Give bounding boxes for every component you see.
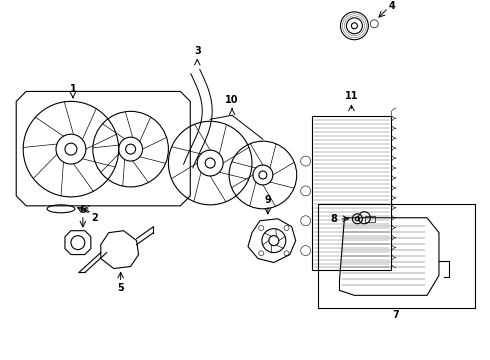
Text: 3: 3 bbox=[194, 46, 200, 56]
Bar bbox=[318, 204, 475, 308]
Bar bbox=[312, 116, 391, 270]
Text: 2: 2 bbox=[92, 213, 98, 223]
Text: 4: 4 bbox=[389, 1, 395, 11]
Text: 9: 9 bbox=[265, 195, 271, 205]
Text: 6: 6 bbox=[79, 205, 86, 215]
Text: 10: 10 bbox=[225, 95, 239, 105]
Text: 5: 5 bbox=[117, 283, 124, 293]
Bar bbox=[366, 216, 375, 222]
Text: 7: 7 bbox=[393, 310, 399, 320]
Text: 8: 8 bbox=[330, 214, 337, 224]
Text: 11: 11 bbox=[344, 91, 358, 102]
Text: 1: 1 bbox=[70, 85, 76, 94]
